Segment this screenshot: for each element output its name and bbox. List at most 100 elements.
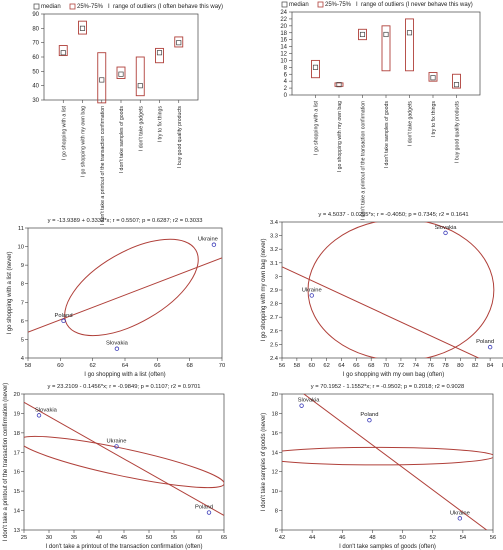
y-tick-label: 17 — [14, 450, 20, 456]
confidence-ellipse — [282, 446, 493, 466]
y-axis-label: I don't take samples of goods (never) — [261, 413, 267, 512]
y-tick-label: 10 — [280, 58, 287, 64]
data-point — [487, 344, 493, 350]
plot-area — [24, 401, 224, 516]
data-point — [443, 230, 448, 236]
chart-title: y = -13.9389 + 0.3332*x; r = 0.5507; p =… — [48, 218, 203, 224]
x-tick-label: 55 — [171, 535, 177, 541]
x-tick-label: 40 — [96, 535, 102, 541]
point-label: Slovakia — [35, 407, 58, 413]
y-tick-label: 10 — [18, 245, 24, 251]
data-point — [299, 403, 304, 408]
category-label: I buy good quality products — [177, 106, 183, 168]
y-tick-label: 15 — [14, 489, 20, 495]
x-axis-label: I don't take a printout of the transacti… — [46, 544, 203, 550]
y-tick-label: 11 — [18, 226, 24, 232]
y-tick-label: 16 — [280, 38, 287, 44]
median-marker — [156, 50, 163, 56]
data-point — [457, 516, 463, 521]
scatter-chart-5: y = 70.1952 - 1.1552*x; r = -0.9502; p =… — [261, 384, 496, 550]
quartile-box — [358, 28, 367, 41]
y-tick-label: 2 — [284, 86, 288, 92]
point-label: Slovakia — [106, 341, 129, 347]
x-tick-label: 60 — [196, 535, 202, 541]
point-label: Slovakia — [435, 225, 458, 231]
median-marker — [79, 25, 86, 31]
median-marker — [336, 82, 342, 88]
quartile-box — [155, 47, 164, 64]
data-point — [114, 444, 119, 449]
x-tick-label: 25 — [21, 535, 27, 541]
x-tick-label: 60 — [309, 363, 315, 369]
x-tick-label: 65 — [221, 535, 227, 541]
confidence-ellipse — [64, 238, 199, 337]
confidence-ellipse — [24, 435, 224, 489]
plot-frame — [27, 227, 223, 359]
y-tick-label: 90 — [32, 12, 39, 18]
point-label: Poland — [476, 339, 494, 345]
y-tick-label: 8 — [275, 509, 278, 515]
x-tick-label: 78 — [442, 363, 448, 369]
y-tick-label: 50 — [32, 69, 39, 75]
regression-line — [24, 401, 224, 516]
legend-median-label: median — [289, 2, 309, 8]
quartile-box — [381, 25, 391, 72]
confidence-ellipse — [307, 222, 495, 358]
y-tick-label: 2.5 — [270, 342, 278, 348]
category-label: I don't take samples of goods — [384, 101, 390, 169]
x-tick-label: 68 — [186, 363, 192, 369]
x-tick-label: 62 — [89, 363, 95, 369]
y-tick-label: 6 — [275, 528, 278, 534]
category-label: I don't take a printout of the transacti… — [361, 101, 367, 220]
y-tick-label: 18 — [272, 411, 278, 417]
data-point — [309, 293, 314, 298]
plot-frame — [43, 13, 199, 101]
plot-area — [28, 238, 222, 337]
x-tick-label: 58 — [25, 363, 31, 369]
point-label: Ukraine — [198, 237, 218, 243]
x-tick-label: 46 — [339, 535, 345, 541]
category-label: I don't take gadgets — [138, 106, 144, 152]
data-point — [114, 346, 120, 351]
y-tick-label: 80 — [32, 26, 39, 32]
x-tick-label: 56 — [279, 363, 285, 369]
plot-frame — [291, 11, 481, 96]
median-marker — [312, 64, 319, 70]
legend-median-label: median — [41, 4, 61, 10]
plot-area — [282, 394, 493, 530]
chart-title: y = 4.5037 - 0.0255*x; r = -0.4050; p = … — [318, 212, 468, 218]
quartile-box — [452, 73, 461, 89]
median-marker — [453, 82, 460, 88]
data-point — [61, 318, 66, 324]
x-tick-label: 54 — [460, 535, 467, 541]
x-tick-label: 62 — [323, 363, 329, 369]
x-tick-label: 42 — [279, 535, 285, 541]
quartile-box — [405, 18, 414, 72]
point-label: Ukraine — [450, 510, 470, 516]
y-tick-label: 30 — [32, 98, 39, 104]
median-marker — [176, 40, 182, 46]
x-tick-label: 58 — [294, 363, 300, 369]
x-tick-label: 35 — [71, 535, 77, 541]
category-label: I try to fix things — [431, 101, 437, 138]
y-tick-label: 8 — [284, 65, 288, 71]
x-tick-label: 84 — [487, 363, 494, 369]
category-label: I don't take a printout of the transacti… — [100, 106, 106, 225]
y-axis-label: I don't take a printout of the transacti… — [3, 383, 9, 542]
legend-quartile-label: 25%-75% — [77, 4, 104, 10]
plot-area — [282, 222, 495, 358]
scatter-chart-4: y = 23.2109 - 0.1456*x; r = -0.9849; p =… — [3, 383, 227, 550]
data-point — [206, 510, 212, 515]
chart-title: y = 70.1952 - 1.1552*x; r = -0.9502; p =… — [311, 384, 464, 390]
median-marker — [60, 50, 66, 56]
median-marker — [406, 30, 413, 36]
quartile-box — [135, 56, 145, 97]
regression-line — [282, 266, 480, 358]
y-tick-label: 3.2 — [270, 247, 278, 253]
x-tick-label: 70 — [383, 363, 389, 369]
x-tick-label: 56 — [490, 535, 496, 541]
y-tick-label: 22 — [280, 17, 287, 23]
